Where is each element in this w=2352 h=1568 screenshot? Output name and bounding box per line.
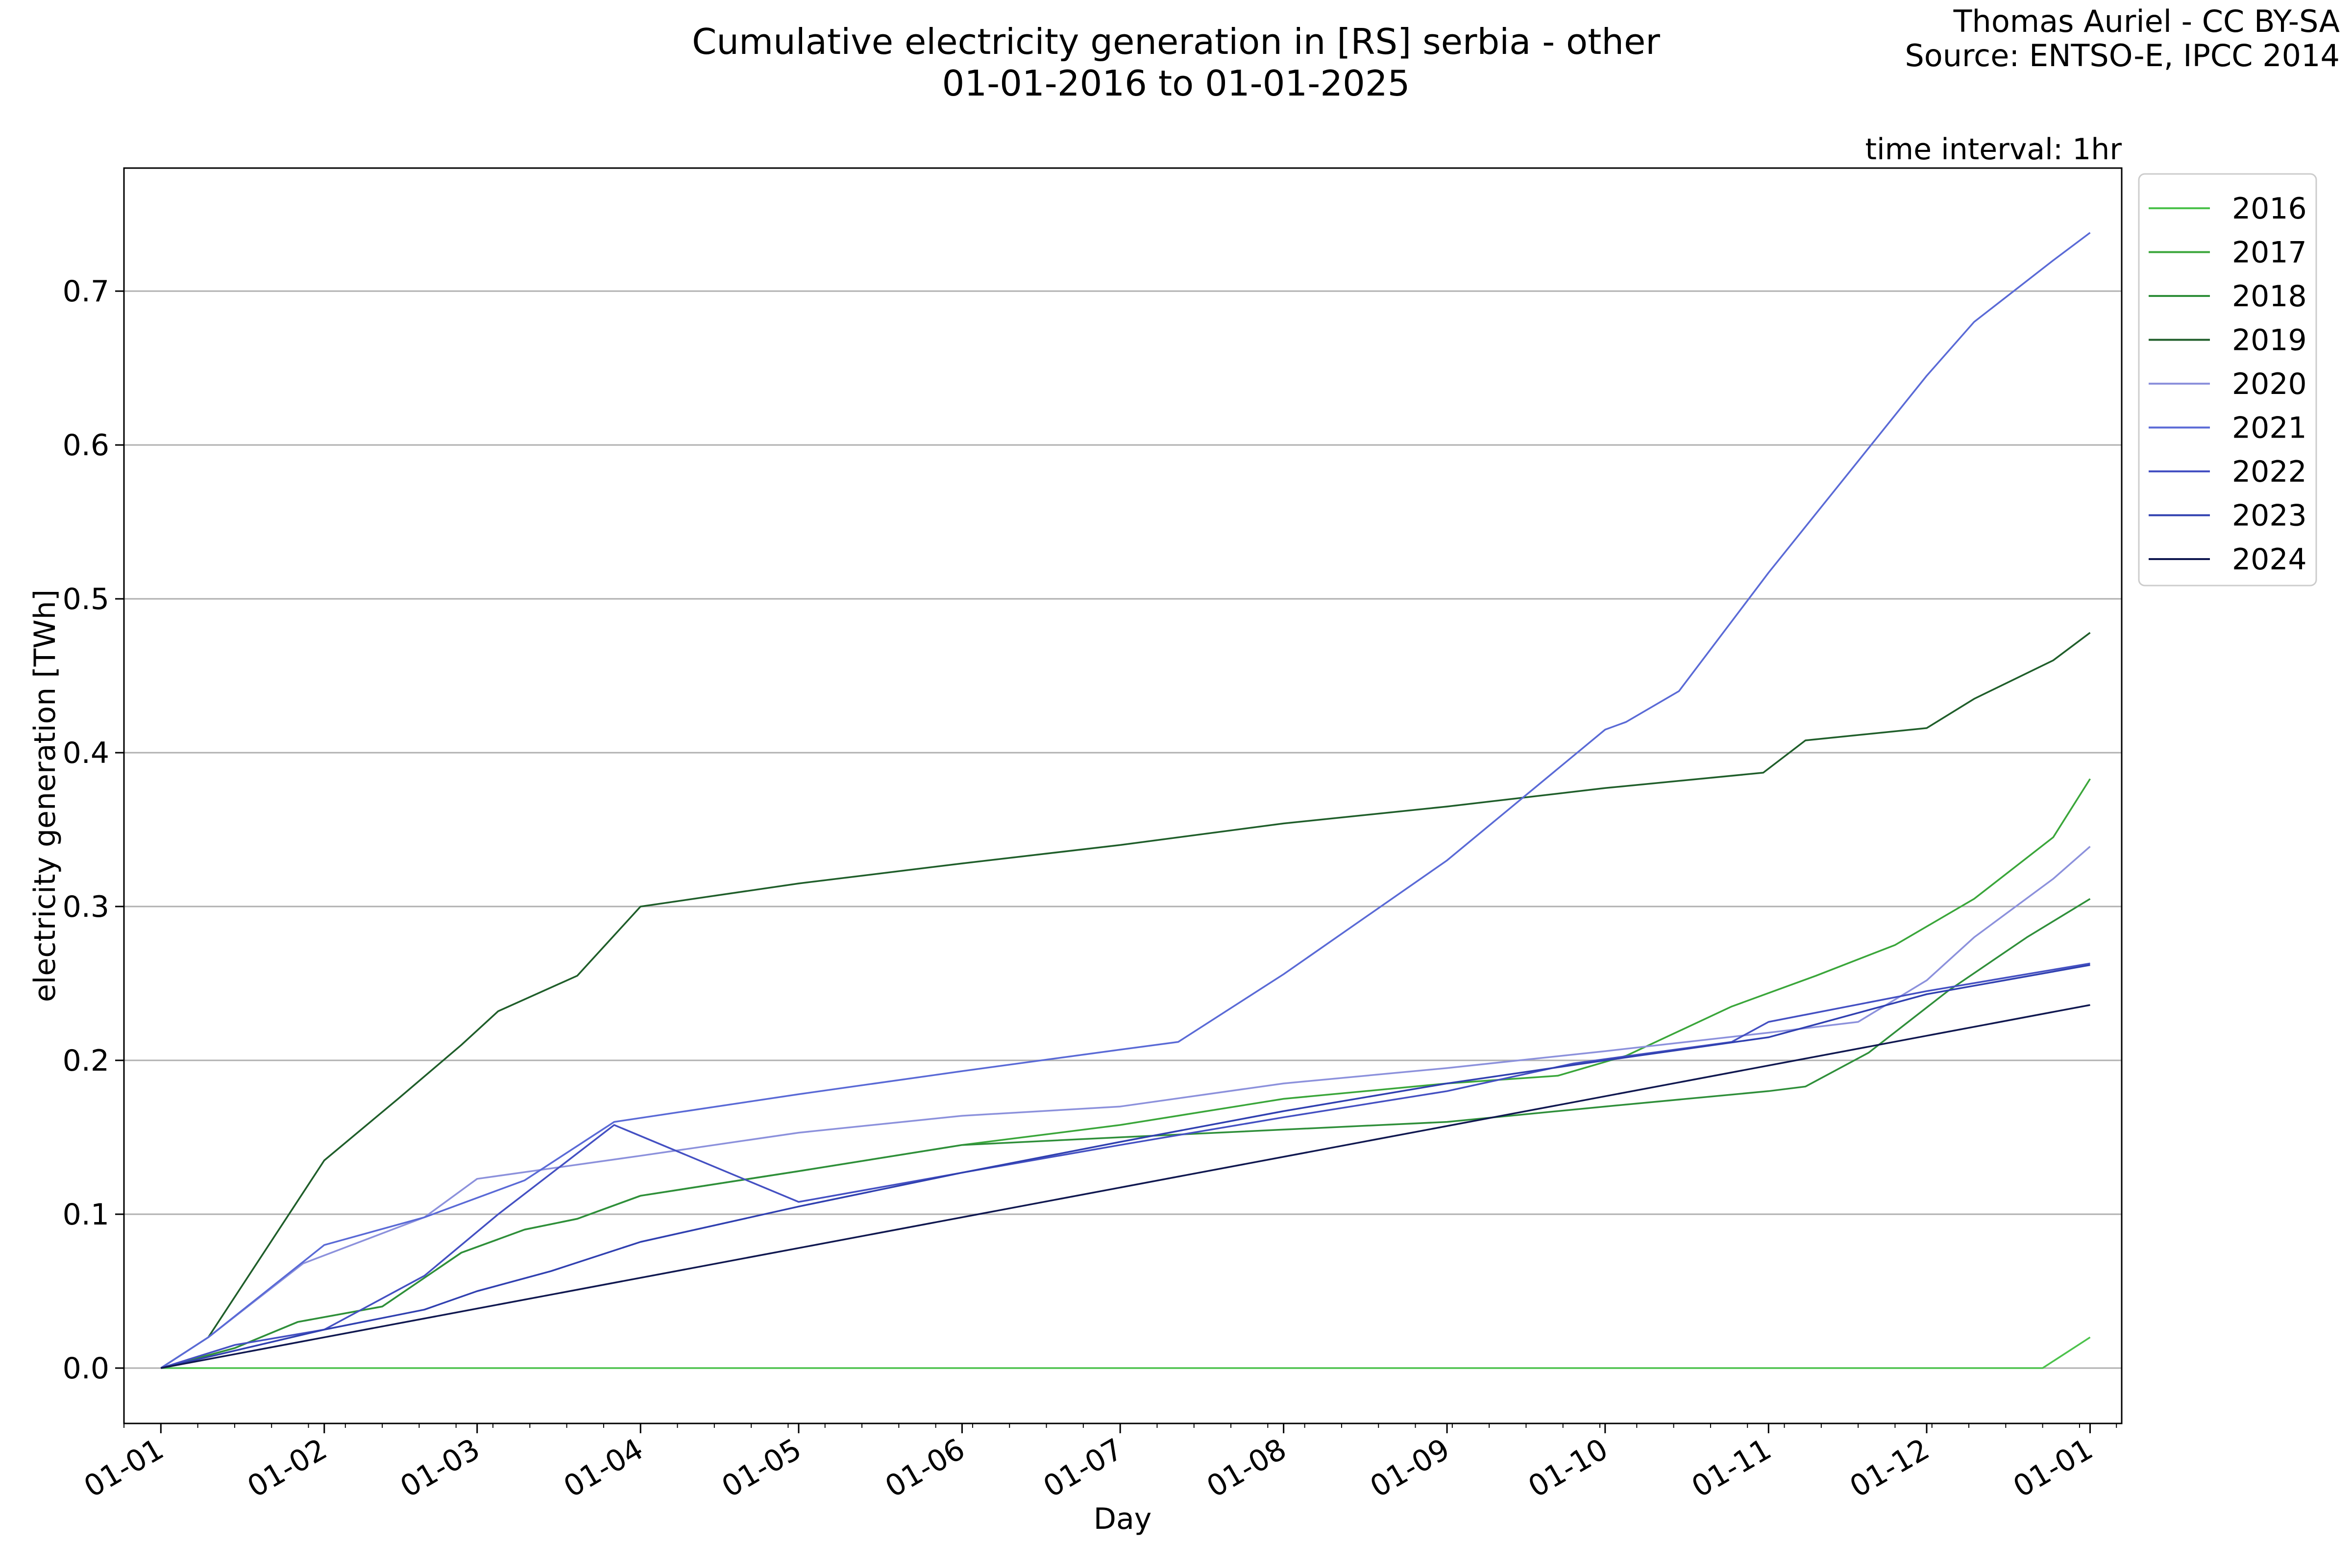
legend-label-2023: 2023 bbox=[2232, 499, 2307, 533]
x-tick-label: 01-09 bbox=[1365, 1432, 1456, 1504]
x-tick-label: 01-08 bbox=[1201, 1432, 1292, 1504]
y-tick-label: 0.7 bbox=[63, 274, 109, 309]
x-tick-label: 01-03 bbox=[394, 1432, 486, 1504]
chart-subtitle: 01-01-2016 to 01-01-2025 bbox=[942, 63, 1410, 104]
y-axis-label: electricity generation [TWh] bbox=[28, 589, 62, 1002]
x-axis-label: Day bbox=[1094, 1502, 1152, 1536]
legend-label-2017: 2017 bbox=[2232, 236, 2307, 270]
series-line-2021 bbox=[160, 232, 2091, 1369]
grid-layer bbox=[124, 290, 2122, 1369]
legend-label-2024: 2024 bbox=[2232, 542, 2307, 577]
x-tick-label: 01-12 bbox=[1844, 1432, 1935, 1504]
y-tick-label: 0.6 bbox=[63, 428, 109, 463]
y-tick-label: 0.4 bbox=[63, 736, 109, 770]
series-line-2020 bbox=[160, 846, 2091, 1369]
y-tick-layer: 0.0 0.1 0.2 0.3 0.4 0.5 0.6 0.7 bbox=[63, 274, 124, 1386]
legend-label-2019: 2019 bbox=[2232, 323, 2307, 358]
chart-title: Cumulative electricity generation in [RS… bbox=[692, 21, 1660, 62]
x-tick-label: 01-01 bbox=[78, 1432, 170, 1504]
legend-label-2018: 2018 bbox=[2232, 279, 2307, 314]
y-tick-label: 0.2 bbox=[63, 1044, 109, 1078]
x-tick-label: 01-10 bbox=[1522, 1432, 1614, 1504]
y-tick-label: 0.5 bbox=[63, 582, 109, 616]
legend-frame bbox=[2138, 173, 2317, 587]
legend-label-2016: 2016 bbox=[2232, 192, 2307, 226]
series-line-2022 bbox=[160, 962, 2090, 1369]
x-tick-label: 01-01 bbox=[2008, 1432, 2099, 1504]
x-tick-label: 01-04 bbox=[558, 1432, 649, 1504]
y-tick-label: 0.0 bbox=[63, 1351, 109, 1386]
y-tick-label: 0.1 bbox=[63, 1198, 109, 1232]
x-tick-label: 01-02 bbox=[242, 1432, 333, 1504]
credit-text: Thomas Auriel - CC BY-SA bbox=[1953, 3, 2340, 39]
x-tick-label: 01-05 bbox=[716, 1432, 807, 1504]
x-tick-label: 01-11 bbox=[1686, 1432, 1777, 1504]
series-line-2017 bbox=[160, 778, 2091, 1369]
series-line-2024 bbox=[160, 1004, 2090, 1369]
plot-frame bbox=[123, 167, 2123, 1424]
interval-note: time interval: 1hr bbox=[1865, 132, 2122, 167]
series-line-2018 bbox=[160, 898, 2091, 1369]
x-tick-label: 01-06 bbox=[880, 1432, 971, 1504]
series-line-2016 bbox=[161, 1336, 2091, 1369]
x-tick-layer: 01-01 01-02 01-03 01-04 01-05 01-06 01-07 01-08… bbox=[78, 1423, 2117, 1504]
series-line-2019 bbox=[160, 632, 2091, 1369]
x-tick-label: 01-07 bbox=[1038, 1432, 1129, 1504]
series-layer bbox=[160, 232, 2091, 1369]
source-text: Source: ENTSO-E, IPCC 2014 bbox=[1905, 38, 2340, 74]
series-line-2023 bbox=[160, 964, 2090, 1369]
legend: 2016 2017 2018 2019 2020 2021 2022 2023 2024 bbox=[2138, 173, 2317, 587]
legend-label-2022: 2022 bbox=[2232, 455, 2307, 489]
legend-label-2020: 2020 bbox=[2232, 367, 2307, 401]
y-tick-label: 0.3 bbox=[63, 890, 109, 924]
legend-label-2021: 2021 bbox=[2232, 411, 2307, 445]
